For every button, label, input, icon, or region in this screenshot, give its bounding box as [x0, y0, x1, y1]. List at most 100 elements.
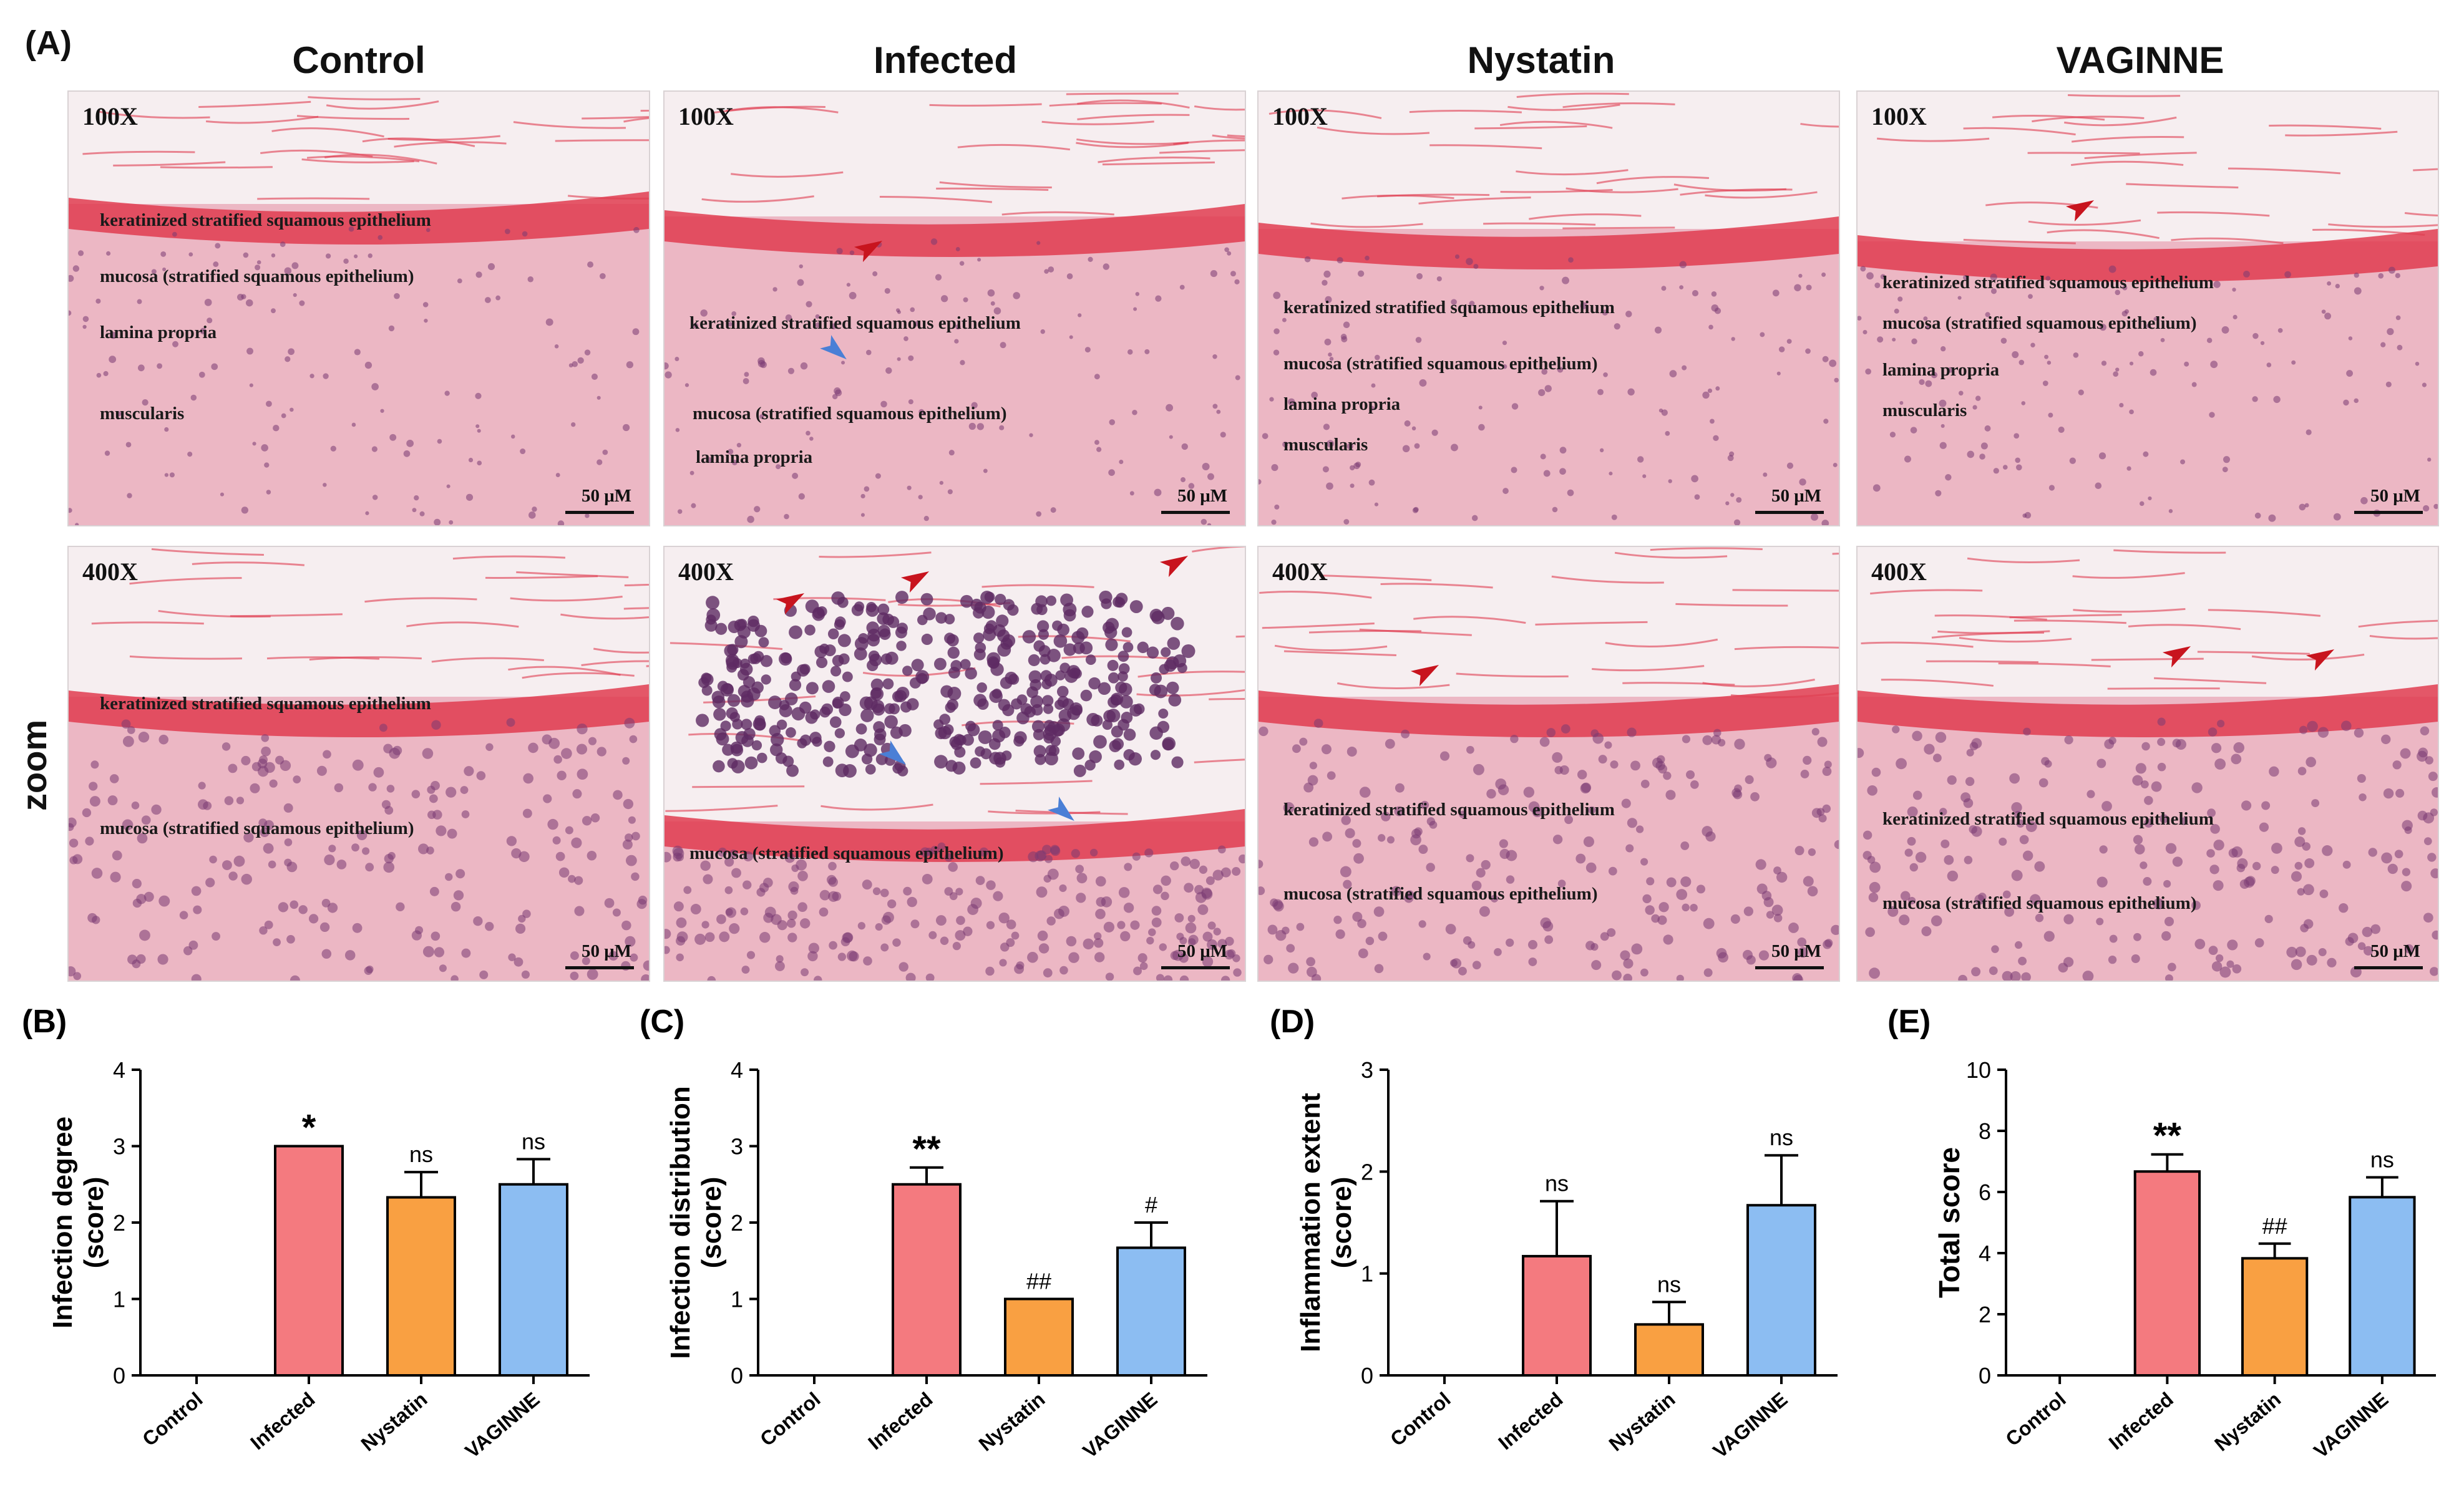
- y-tick-label: 1: [113, 1287, 125, 1312]
- y-tick-label: 2: [1361, 1159, 1373, 1185]
- x-tick-label: VAGINNE: [1078, 1388, 1161, 1463]
- y-tick-label: 2: [113, 1210, 125, 1236]
- x-tick-label: Nystatin: [975, 1388, 1049, 1456]
- y-tick-label: 3: [113, 1134, 125, 1160]
- bar-nystatin: [1004, 1297, 1074, 1377]
- micrograph-vaginne-400x: 400X keratinized stratified squamous epit…: [1856, 546, 2439, 982]
- bar-infected: [274, 1145, 344, 1377]
- x-tick-label: VAGINNE: [2309, 1388, 2392, 1463]
- tissue-label-mucosa: mucosa (stratified squamous epithelium): [1882, 313, 2197, 333]
- tissue-section-image: [69, 96, 649, 525]
- blue-arrow-icon: [879, 740, 906, 765]
- y-axis-label-unit: (score): [696, 1177, 727, 1269]
- tissue-label-mucosa: mucosa (stratified squamous epithelium): [1882, 893, 2197, 913]
- significance-label: ##: [1026, 1269, 1051, 1294]
- scale-bar: [1161, 966, 1230, 969]
- micrograph-infected-100x: 100X keratinized stratified squamous epit…: [663, 90, 1246, 526]
- scale-bar-label: 50 μM: [581, 486, 631, 506]
- x-tick-label: Infected: [2105, 1388, 2178, 1454]
- y-tick-label: 1: [731, 1287, 743, 1312]
- tissue-section-image: [665, 92, 1245, 525]
- bar-nystatin: [2241, 1257, 2309, 1377]
- red-arrow-icon: [1410, 665, 1439, 687]
- tissue-section-image: [665, 547, 1245, 981]
- magnification-label: 100X: [1272, 102, 1328, 130]
- tissue-label-keratinized: keratinized stratified squamous epitheli…: [689, 313, 1021, 333]
- bar-vaginne: [499, 1183, 568, 1377]
- y-tick-label: 4: [731, 1057, 743, 1083]
- scale-bar-label: 50 μM: [2370, 941, 2420, 961]
- magnification-label: 100X: [1871, 102, 1927, 130]
- chart-d-inflammation-extent: (D) 0 1 2 3 Inflammation extent (score) Control…: [1260, 998, 1866, 1491]
- x-tick-label: Nystatin: [1605, 1388, 1680, 1456]
- red-arrow-icon: [776, 593, 805, 615]
- y-tick-label: 8: [1979, 1118, 1991, 1144]
- scale-bar: [1755, 511, 1824, 514]
- column-title-control: Control: [292, 39, 426, 81]
- significance-label: ns: [1657, 1271, 1681, 1297]
- column-title-infected: Infected: [873, 39, 1018, 81]
- x-tick-label: Control: [756, 1388, 824, 1451]
- bar-vaginne: [2349, 1196, 2416, 1377]
- magnification-label: 100X: [678, 102, 734, 130]
- bar-nystatin: [386, 1196, 456, 1377]
- y-axis-label: Total score: [1933, 1147, 1965, 1298]
- micrograph-nystatin-400x: 400X keratinized stratified squamous epit…: [1257, 546, 1840, 982]
- column-title-nystatin: Nystatin: [1467, 39, 1615, 81]
- y-axis-label: Infection distribution: [665, 1086, 696, 1359]
- x-tick-label: Infected: [864, 1388, 937, 1454]
- panel-letter: (D): [1270, 1004, 1315, 1040]
- chart-e-total-score: (E) 0 2 4 6 8 10 Total score Control Infected ** Ny…: [1878, 998, 2464, 1491]
- x-tick-label: Control: [138, 1388, 207, 1451]
- red-arrow-icon: [2306, 649, 2335, 671]
- red-arrow-icon: [2065, 200, 2095, 222]
- scale-bar: [2354, 511, 2423, 514]
- bar-infected: [892, 1183, 962, 1377]
- x-tick-label: VAGINNE: [1708, 1388, 1791, 1463]
- bar-vaginne: [1116, 1246, 1186, 1377]
- significance-label: #: [1145, 1192, 1157, 1218]
- micrograph-control-400x: 400X keratinized stratified squamous epit…: [67, 546, 650, 982]
- y-tick-label: 4: [113, 1057, 125, 1083]
- red-arrow-icon: [2162, 646, 2191, 668]
- panel-letter: (E): [1887, 1004, 1931, 1040]
- x-tick-label: Control: [1386, 1388, 1454, 1451]
- x-tick-label: Infected: [246, 1388, 319, 1454]
- blue-arrow-icon: [1048, 797, 1074, 821]
- micrograph-nystatin-100x: 100X keratinized stratified squamous epit…: [1257, 90, 1840, 526]
- tissue-label-keratinized: keratinized stratified squamous epitheli…: [1283, 800, 1615, 820]
- scale-bar-label: 50 μM: [1177, 941, 1227, 961]
- significance-label: *: [302, 1108, 316, 1148]
- tissue-section-image: [69, 548, 649, 981]
- y-tick-label: 2: [1979, 1302, 1991, 1327]
- red-arrow-icon: [1159, 556, 1189, 578]
- scale-bar: [565, 966, 634, 969]
- tissue-label-keratinized: keratinized stratified squamous epitheli…: [100, 694, 431, 714]
- tissue-label-mucosa: mucosa (stratified squamous epithelium): [693, 404, 1007, 424]
- magnification-label: 100X: [82, 102, 138, 130]
- chart-c-infection-distribution: (C) 0 1 2 3 4 Infection distribution (score) Con…: [630, 998, 1235, 1491]
- panel-letter: (C): [640, 1004, 684, 1040]
- y-axis-label-unit: (score): [79, 1177, 109, 1269]
- y-tick-label: 3: [731, 1134, 743, 1160]
- magnification-label: 400X: [678, 558, 734, 586]
- y-tick-label: 0: [1979, 1363, 1991, 1388]
- scale-bar: [2354, 966, 2423, 969]
- y-tick-label: 4: [1979, 1241, 1991, 1266]
- y-tick-label: 0: [113, 1363, 125, 1388]
- red-arrow-icon: [900, 571, 930, 593]
- blue-arrow-icon: [820, 335, 847, 360]
- tissue-label-lamina: lamina propria: [696, 447, 813, 467]
- tissue-label-lamina: lamina propria: [1882, 360, 2000, 380]
- scale-bar: [1755, 966, 1824, 969]
- chart-b-infection-degree: (B) 0 1 2 3 4 Infection degree (score) Control In…: [12, 998, 618, 1491]
- x-tick-label: Nystatin: [357, 1388, 432, 1456]
- column-title-vaginne: VAGINNE: [2056, 39, 2224, 81]
- y-tick-label: 0: [1361, 1363, 1373, 1388]
- tissue-label-mucosa: mucosa (stratified squamous epithelium): [689, 843, 1004, 863]
- tissue-label-mucosa: mucosa (stratified squamous epithelium): [100, 818, 414, 838]
- bar-nystatin: [1634, 1323, 1704, 1377]
- tissue-label-muscularis: muscularis: [100, 404, 185, 424]
- y-tick-label: 6: [1979, 1180, 1991, 1205]
- y-tick-label: 1: [1361, 1261, 1373, 1287]
